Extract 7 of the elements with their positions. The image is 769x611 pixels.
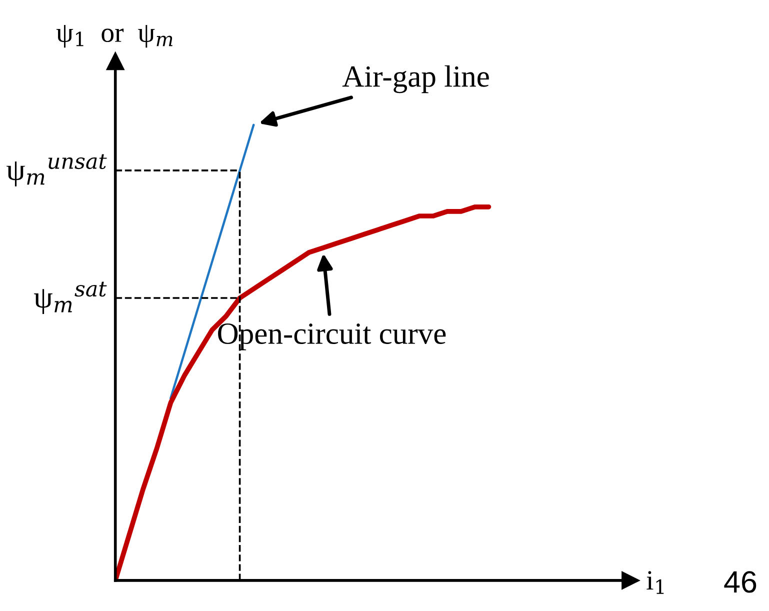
annotation: Open-circuit curve	[218, 323, 446, 350]
text: Air-gap line	[342, 65, 489, 94]
text: i$_{1}$	[646, 571, 664, 594]
y-axis-title: ψ$_{1}$ or ψ$_{m}$	[56, 25, 172, 48]
ref-line-label: ψ$_{m}$$^{unsat}$	[6, 154, 107, 186]
ref-line-label: ψ$_{m}$$^{sat}$	[34, 282, 107, 314]
text: 46	[724, 571, 756, 593]
